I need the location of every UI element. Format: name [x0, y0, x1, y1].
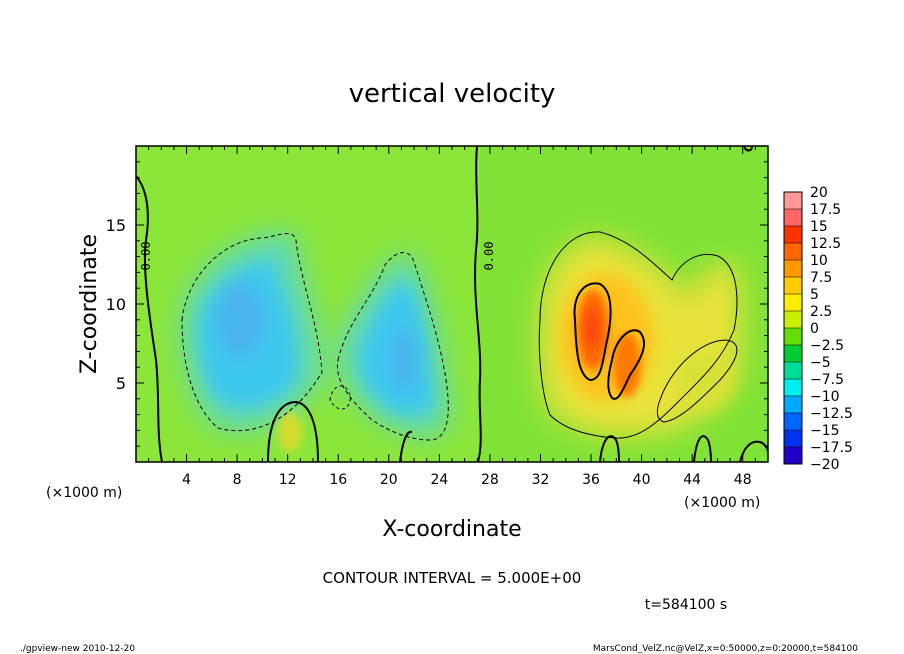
colorbar-label: −15 — [810, 423, 840, 439]
colorbar-swatch — [784, 413, 802, 430]
colorbar-label: −5 — [810, 355, 831, 371]
x-tick-label: 16 — [329, 472, 347, 488]
colorbar-swatch — [784, 243, 802, 260]
x-tick-label: 24 — [430, 472, 448, 488]
colorbar-swatch — [784, 430, 802, 447]
x-unit-right: (×1000 m) — [684, 495, 760, 511]
contour-interval-label: CONTOUR INTERVAL = 5.000E+00 — [323, 569, 582, 587]
colorbar-label: −2.5 — [810, 338, 844, 354]
colorbar-swatch — [784, 379, 802, 396]
colorbar-swatch — [784, 226, 802, 243]
zero-contour-right-2 — [693, 435, 713, 462]
zero-contour-bump-1 — [267, 400, 319, 462]
colorbar-label: 5 — [810, 287, 819, 303]
colorbar-swatch — [784, 277, 802, 294]
x-tick-label: 48 — [734, 472, 752, 488]
colorbar-swatch — [784, 447, 802, 464]
updraft-core-a-inner — [584, 306, 600, 350]
x-tick-label: 36 — [582, 472, 600, 488]
left-downdraft-core — [216, 280, 264, 360]
colorbar-swatch — [784, 328, 802, 345]
x-tick-label: 12 — [279, 472, 297, 488]
x-tick-label: 32 — [532, 472, 550, 488]
colorbar-label: 15 — [810, 219, 828, 235]
zero-contour-left — [136, 175, 163, 462]
colorbar-swatch — [784, 362, 802, 379]
time-label: t=584100 s — [645, 597, 727, 613]
colorbar-swatch — [784, 345, 802, 362]
colorbar-label: −20 — [810, 457, 840, 473]
contour-label-left: 0.00 — [139, 242, 153, 271]
colorbar-swatch — [784, 311, 802, 328]
footer-right: MarsCond_VelZ.nc@VelZ,x=0:50000,z=0:2000… — [593, 644, 858, 654]
x-axis-label: X-coordinate — [382, 517, 521, 542]
colorbar-swatch — [784, 209, 802, 226]
y-tick-label: 10 — [106, 295, 126, 314]
x-tick-label: 8 — [233, 472, 242, 488]
colorbar-label: 20 — [810, 185, 828, 201]
footer-left: ./gpview-new 2010-12-20 — [20, 644, 135, 654]
x-tick-label: 40 — [633, 472, 651, 488]
heatmap-field: 0.00 0.00 — [136, 146, 768, 462]
negative-contour-middle — [336, 252, 449, 441]
zero-contour-center — [474, 146, 482, 462]
contour-lines — [136, 146, 768, 462]
colorbar-label: 2.5 — [810, 304, 832, 320]
zero-contour-top-right — [743, 146, 753, 152]
colorbar-swatch — [784, 192, 802, 209]
y-tick-label: 5 — [116, 374, 126, 393]
far-right-updraft — [675, 350, 735, 410]
chart-title: vertical velocity — [349, 79, 556, 109]
x-tick-label: 28 — [481, 472, 499, 488]
x-tick-label: 44 — [683, 472, 701, 488]
colorbar-swatch — [784, 294, 802, 311]
negative-contour-left — [181, 233, 323, 432]
colorbar-swatch — [784, 396, 802, 413]
colorbar-label: −17.5 — [810, 440, 853, 456]
colorbar-label: −10 — [810, 389, 840, 405]
colorbar-swatch — [784, 260, 802, 277]
colorbar-label: −7.5 — [810, 372, 844, 388]
colorbar-label: −12.5 — [810, 406, 853, 422]
colorbar-label: 12.5 — [810, 236, 841, 252]
y-axis-label: Z-coordinate — [77, 234, 102, 374]
x-tick-label: 4 — [182, 472, 191, 488]
updraft-core-b — [613, 333, 641, 397]
colorbar-label: 17.5 — [810, 202, 841, 218]
small-updraft — [278, 412, 302, 452]
x-tick-label: 20 — [380, 472, 398, 488]
colorbar: 2017.51512.5107.552.50−2.5−5−7.5−10−12.5… — [783, 185, 853, 473]
zero-contour-bump-2 — [399, 430, 413, 462]
positive-contour-10-a — [573, 282, 612, 382]
positive-contour-10-b — [607, 329, 646, 400]
middle-downdraft-core — [390, 326, 418, 394]
positive-contour-small — [656, 339, 738, 423]
contour-label-center: 0.00 — [482, 242, 496, 271]
negative-contour-small — [329, 385, 351, 410]
x-unit-left: (×1000 m) — [46, 485, 122, 501]
colorbar-label: 10 — [810, 253, 828, 269]
colorbar-label: 7.5 — [810, 270, 832, 286]
positive-contour-5 — [538, 231, 738, 439]
colorbar-label: 0 — [810, 321, 819, 337]
y-tick-label: 15 — [106, 216, 126, 235]
zero-contour-right-1 — [599, 435, 621, 462]
